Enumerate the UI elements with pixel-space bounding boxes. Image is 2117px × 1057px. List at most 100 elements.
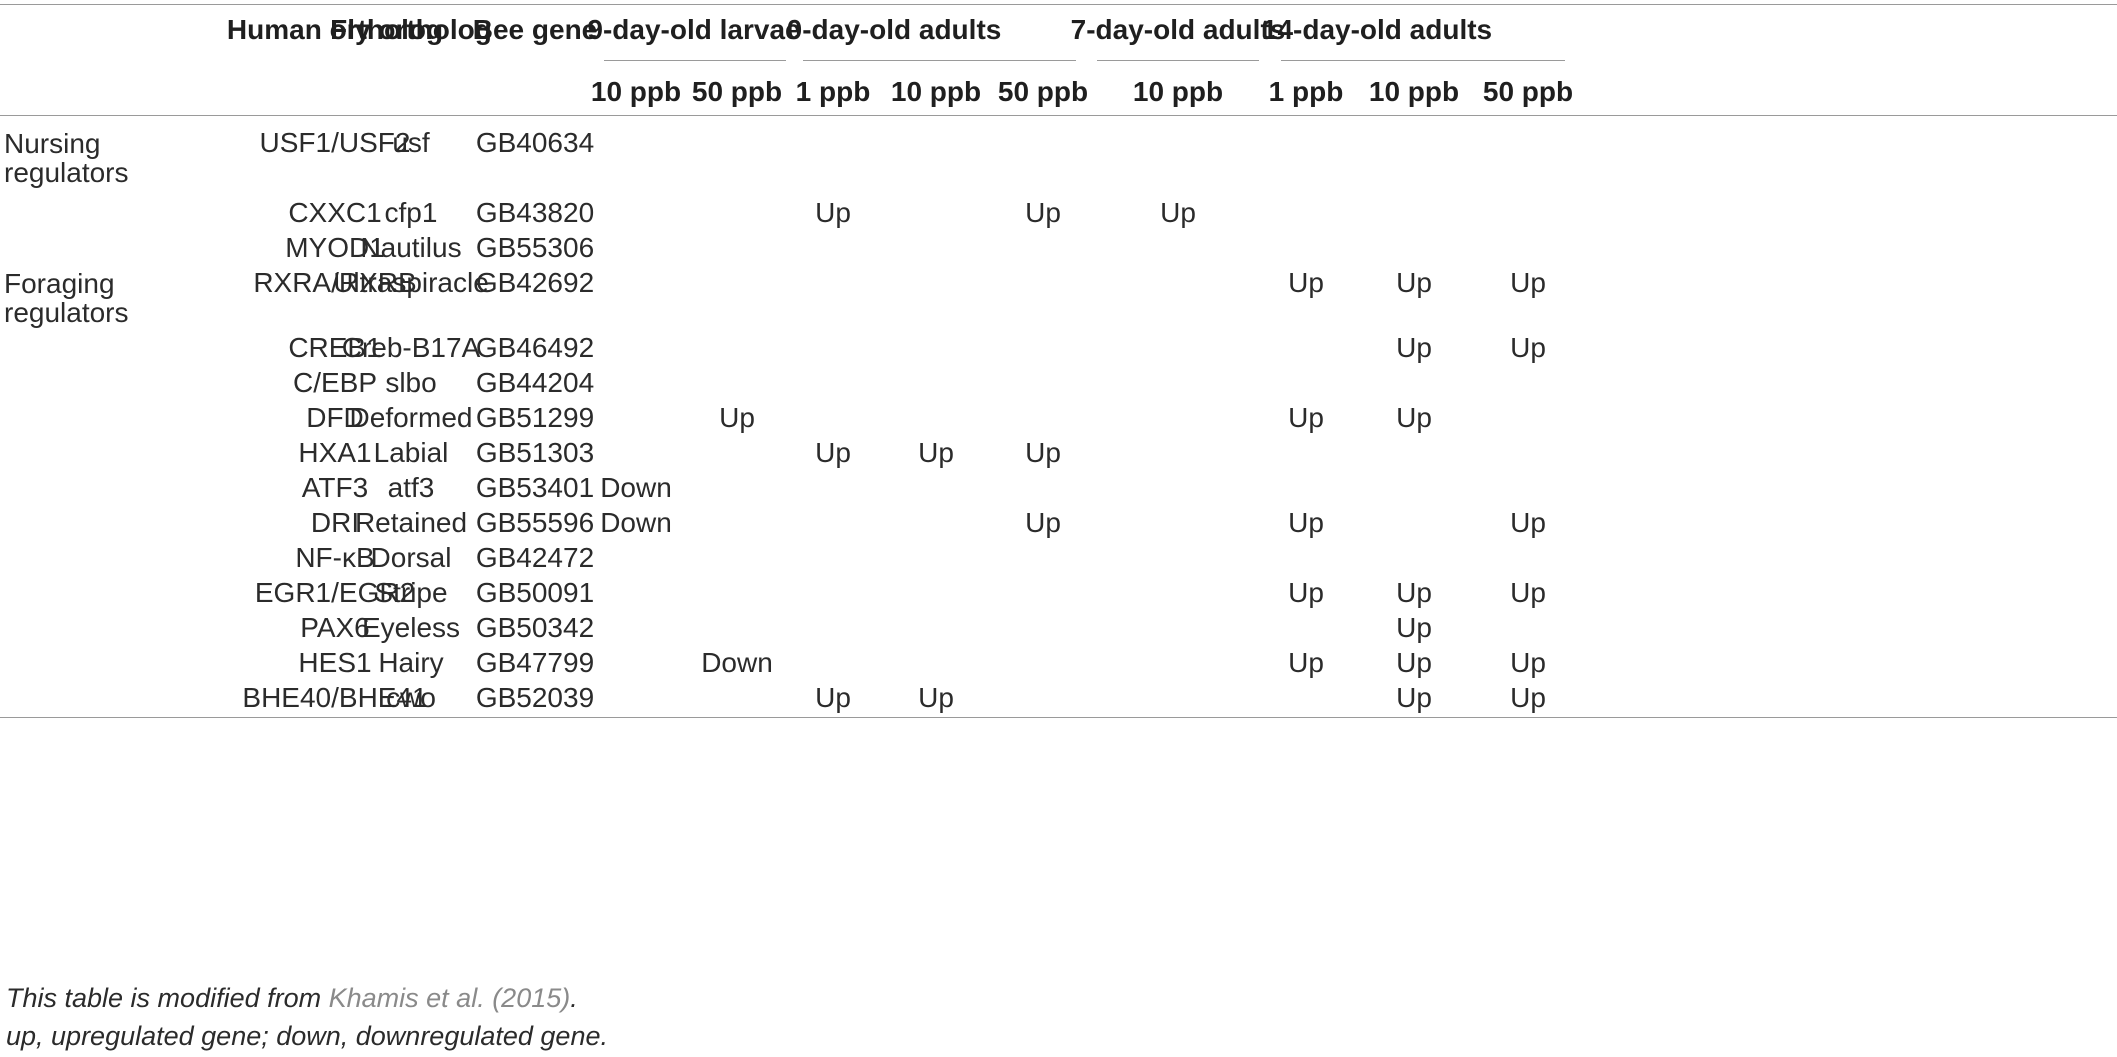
header-subcol-3: 1 ppb [795, 76, 871, 107]
cell-regulation-value: Down [701, 647, 773, 678]
header-group-underline-1 [604, 60, 786, 61]
cell-human-ortholog: USF1/USF2 [259, 127, 411, 158]
header-group-3: 7-day-old adults [1070, 14, 1286, 45]
header-group-4: 14-day-old adults [1261, 14, 1493, 45]
cell-regulation-value: Up [1396, 682, 1432, 713]
cell-human-ortholog: DRI [310, 507, 360, 538]
table-header-rule [0, 115, 2117, 116]
footnote-legend: up, upregulated gene; down, downregulate… [6, 1021, 608, 1051]
cell-regulation-value: Up [1288, 507, 1324, 538]
cell-fly-ortholog: Creb-B17A [341, 332, 481, 363]
cell-fly-ortholog: cfp1 [384, 197, 438, 228]
reference-link[interactable]: Khamis et al. (2015) [328, 983, 571, 1013]
footnote-prefix: This table is modified from [6, 983, 329, 1013]
cell-regulation-value: Up [1396, 332, 1432, 363]
cell-bee-gene: GB53401 [475, 472, 595, 503]
footnote-suffix: . [570, 983, 578, 1013]
header-group-underline-3 [1097, 60, 1259, 61]
cell-regulation-value: Up [1396, 402, 1432, 433]
cell-human-ortholog: HXA1 [298, 437, 372, 468]
cell-fly-ortholog: Hairy [378, 647, 444, 678]
cell-regulation-value: Up [1510, 577, 1546, 608]
cell-fly-ortholog: Stripe [374, 577, 448, 608]
cell-bee-gene: GB51299 [475, 402, 595, 433]
cell-fly-ortholog: Nautilus [360, 232, 462, 263]
cell-regulation-value: Up [1160, 197, 1196, 228]
cell-bee-gene: GB51303 [475, 437, 595, 468]
cell-human-ortholog: DFD [306, 402, 364, 433]
cell-regulation-value: Up [1510, 682, 1546, 713]
section-label-2: Foraging regulators [4, 268, 129, 328]
cell-regulation-value: Up [1396, 647, 1432, 678]
section-label-1: Nursing regulators [4, 128, 129, 188]
cell-bee-gene: GB55306 [475, 232, 595, 263]
cell-regulation-value: Up [1396, 577, 1432, 608]
cell-regulation-value: Up [1288, 647, 1324, 678]
cell-regulation-value: Up [815, 682, 851, 713]
header-subcol-2: 50 ppb [691, 76, 783, 107]
cell-regulation-value: Up [1025, 437, 1061, 468]
cell-human-ortholog: RXRA/RXRB [253, 267, 417, 298]
cell-regulation-value: Up [1396, 612, 1432, 643]
cell-regulation-value: Up [1396, 267, 1432, 298]
cell-regulation-value: Up [1510, 507, 1546, 538]
cell-human-ortholog: HES1 [298, 647, 372, 678]
cell-human-ortholog: PAX6 [300, 612, 370, 643]
cell-bee-gene: GB55596 [475, 507, 595, 538]
cell-human-ortholog: CREB1 [288, 332, 382, 363]
cell-human-ortholog: C/EBP [292, 367, 378, 398]
cell-fly-ortholog: usf [392, 127, 430, 158]
header-subcol-5: 50 ppb [997, 76, 1089, 107]
cell-fly-ortholog: atf3 [387, 472, 435, 503]
cell-human-ortholog: ATF3 [301, 472, 369, 503]
cell-human-ortholog: CXXC1 [288, 197, 382, 228]
cell-regulation-value: Up [918, 682, 954, 713]
cell-human-ortholog: BHE40/BHE41 [242, 682, 428, 713]
cell-regulation-value: Down [600, 507, 672, 538]
header-fly-ortholog: Fly ortholog [330, 14, 492, 45]
cell-bee-gene: GB42472 [475, 542, 595, 573]
cell-regulation-value: Up [918, 437, 954, 468]
cell-bee-gene: GB40634 [475, 127, 595, 158]
cell-regulation-value: Up [1510, 332, 1546, 363]
header-group-2: 0-day-old adults [786, 14, 1002, 45]
header-bee-gene: Bee gene [472, 14, 598, 45]
cell-regulation-value: Up [815, 197, 851, 228]
cell-regulation-value: Up [1510, 647, 1546, 678]
cell-fly-ortholog: slbo [385, 367, 437, 398]
header-group-underline-4 [1281, 60, 1565, 61]
cell-regulation-value: Down [600, 472, 672, 503]
header-subcol-6: 10 ppb [1132, 76, 1224, 107]
cell-fly-ortholog: Dorsal [370, 542, 452, 573]
cell-regulation-value: Up [1025, 507, 1061, 538]
cell-fly-ortholog: Ultraspiracle [333, 267, 489, 298]
cell-human-ortholog: NF-κB [295, 542, 375, 573]
cell-regulation-value: Up [1025, 197, 1061, 228]
cell-fly-ortholog: Labial [373, 437, 449, 468]
cell-regulation-value: Up [1288, 402, 1324, 433]
cell-bee-gene: GB42692 [475, 267, 595, 298]
header-subcol-4: 10 ppb [890, 76, 982, 107]
table-top-rule [0, 4, 2117, 5]
header-group-underline-2 [803, 60, 1076, 61]
header-subcol-8: 10 ppb [1368, 76, 1460, 107]
cell-fly-ortholog: Retained [354, 507, 468, 538]
cell-fly-ortholog: Eyeless [361, 612, 461, 643]
cell-human-ortholog: EGR1/EGR2 [254, 577, 416, 608]
cell-regulation-value: Up [719, 402, 755, 433]
table-bottom-rule [0, 717, 2117, 718]
header-human-ortholog: Human ortholog [226, 14, 444, 45]
footnote-source: This table is modified from Khamis et al… [6, 978, 578, 1018]
header-subcol-1: 10 ppb [590, 76, 682, 107]
cell-bee-gene: GB44204 [475, 367, 595, 398]
cell-regulation-value: Up [1288, 267, 1324, 298]
cell-regulation-value: Up [1510, 267, 1546, 298]
header-group-1: 9-day-old larvae [587, 14, 801, 45]
cell-bee-gene: GB47799 [475, 647, 595, 678]
cell-regulation-value: Up [1288, 577, 1324, 608]
cell-bee-gene: GB50091 [475, 577, 595, 608]
cell-bee-gene: GB43820 [475, 197, 595, 228]
header-subcol-7: 1 ppb [1268, 76, 1344, 107]
cell-bee-gene: GB46492 [475, 332, 595, 363]
cell-bee-gene: GB52039 [475, 682, 595, 713]
